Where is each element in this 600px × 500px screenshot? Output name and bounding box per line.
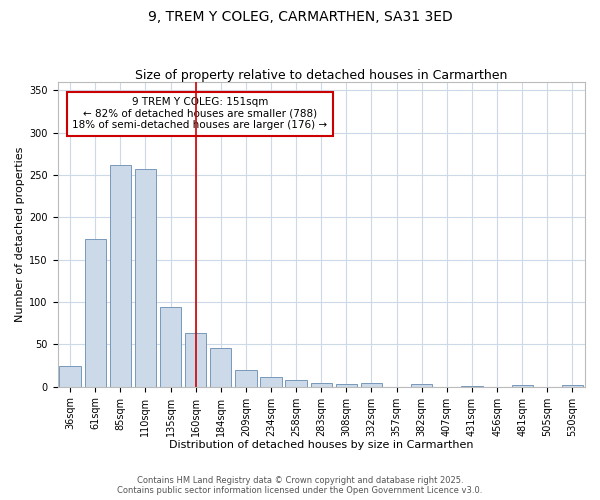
Text: Contains HM Land Registry data © Crown copyright and database right 2025.
Contai: Contains HM Land Registry data © Crown c…: [118, 476, 482, 495]
Bar: [411, 384, 433, 386]
Bar: [135, 169, 156, 386]
Bar: [286, 380, 307, 386]
Bar: [85, 238, 106, 386]
Bar: [512, 385, 533, 386]
Bar: [185, 332, 206, 386]
Text: 9, TREM Y COLEG, CARMARTHEN, SA31 3ED: 9, TREM Y COLEG, CARMARTHEN, SA31 3ED: [148, 10, 452, 24]
Bar: [562, 385, 583, 386]
Bar: [210, 348, 232, 387]
Bar: [336, 384, 357, 386]
Bar: [110, 165, 131, 386]
Bar: [361, 382, 382, 386]
X-axis label: Distribution of detached houses by size in Carmarthen: Distribution of detached houses by size …: [169, 440, 473, 450]
Title: Size of property relative to detached houses in Carmarthen: Size of property relative to detached ho…: [135, 69, 508, 82]
Bar: [260, 378, 281, 386]
Bar: [311, 384, 332, 386]
Text: 9 TREM Y COLEG: 151sqm
← 82% of detached houses are smaller (788)
18% of semi-de: 9 TREM Y COLEG: 151sqm ← 82% of detached…: [73, 97, 328, 130]
Bar: [160, 307, 181, 386]
Y-axis label: Number of detached properties: Number of detached properties: [15, 146, 25, 322]
Bar: [235, 370, 257, 386]
Bar: [59, 366, 81, 386]
